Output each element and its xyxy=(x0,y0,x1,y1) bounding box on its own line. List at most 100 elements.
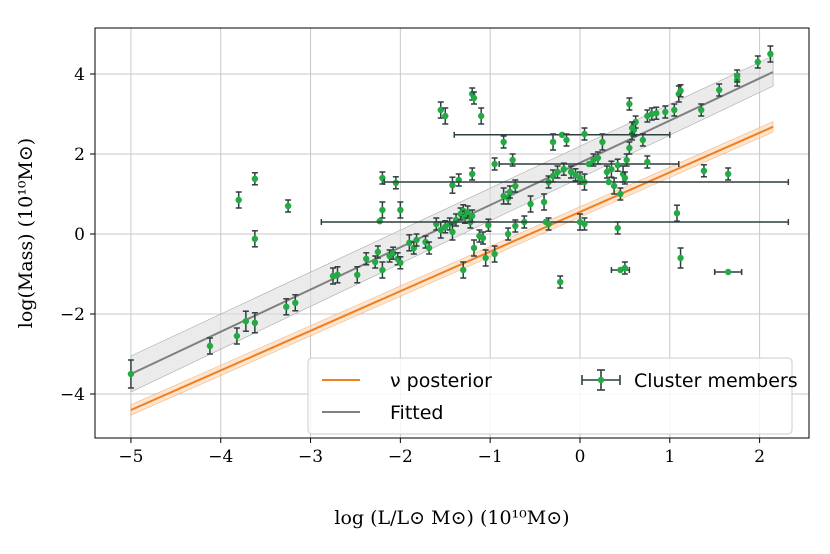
point-marker xyxy=(610,182,618,190)
data-point xyxy=(235,191,242,209)
data-point xyxy=(626,97,633,111)
data-point xyxy=(549,133,557,151)
data-point xyxy=(251,312,259,334)
point-marker xyxy=(376,218,383,225)
point-marker xyxy=(614,162,621,169)
data-point xyxy=(233,327,241,345)
data-point xyxy=(363,252,370,266)
point-marker xyxy=(560,166,568,173)
x-ticks: −5 −4 −3 −2 −1 0 1 2 xyxy=(118,438,765,467)
point-marker xyxy=(557,278,564,286)
point-marker xyxy=(469,212,476,220)
data-point xyxy=(713,268,743,276)
data-point xyxy=(540,193,548,211)
data-point xyxy=(500,135,507,149)
data-point xyxy=(506,185,514,199)
point-marker xyxy=(485,222,492,229)
data-point xyxy=(284,199,292,213)
point-marker xyxy=(251,235,259,242)
point-marker xyxy=(437,226,444,234)
data-point xyxy=(379,201,386,219)
data-point xyxy=(283,298,290,316)
point-marker xyxy=(639,136,647,144)
point-marker xyxy=(392,179,400,186)
x-axis-label: log (L/L⊙ M⊙) (10¹⁰M⊙) xyxy=(334,507,569,529)
data-point xyxy=(581,217,588,231)
legend-cluster-label: Cluster members xyxy=(634,370,798,392)
data-point xyxy=(653,106,660,120)
point-marker xyxy=(767,50,774,58)
point-marker xyxy=(397,206,404,214)
data-point xyxy=(733,69,741,83)
point-marker xyxy=(644,158,651,166)
data-point xyxy=(469,167,476,181)
data-point xyxy=(425,241,433,255)
point-marker xyxy=(425,244,433,252)
point-marker xyxy=(354,271,361,278)
point-marker xyxy=(554,168,561,176)
data-point xyxy=(554,165,561,179)
x-tick-label: −3 xyxy=(298,447,323,467)
point-marker xyxy=(127,370,135,378)
point-marker xyxy=(512,182,519,190)
point-marker xyxy=(576,174,584,182)
data-point xyxy=(470,239,478,257)
point-marker xyxy=(442,112,449,120)
legend-box xyxy=(307,357,793,435)
data-point xyxy=(599,133,606,151)
point-marker xyxy=(509,156,516,164)
data-point xyxy=(242,310,250,332)
point-marker xyxy=(623,156,630,164)
y-tick-label: 2 xyxy=(74,145,85,165)
point-marker xyxy=(251,175,259,182)
data-point xyxy=(608,160,615,178)
data-point xyxy=(406,234,413,252)
data-point xyxy=(479,231,487,245)
point-marker xyxy=(621,174,629,182)
x-tick-label: 0 xyxy=(575,447,586,467)
point-marker xyxy=(545,220,552,228)
data-point xyxy=(449,223,456,241)
point-marker xyxy=(470,94,478,102)
data-point xyxy=(397,201,404,219)
point-marker xyxy=(653,110,660,117)
point-marker xyxy=(698,106,705,114)
data-point xyxy=(621,171,629,185)
point-marker xyxy=(491,250,498,258)
data-point xyxy=(477,107,485,125)
data-point xyxy=(482,249,489,267)
point-marker xyxy=(662,108,669,116)
data-point xyxy=(557,275,564,289)
data-point xyxy=(509,153,516,167)
point-marker xyxy=(563,136,570,144)
point-marker xyxy=(527,200,534,208)
point-marker xyxy=(632,118,639,126)
data-point xyxy=(386,249,393,263)
data-point xyxy=(437,101,444,119)
point-marker xyxy=(389,250,397,257)
point-marker xyxy=(506,188,514,196)
data-point xyxy=(560,162,568,176)
point-marker xyxy=(715,86,723,94)
point-marker xyxy=(449,228,456,236)
data-point xyxy=(767,45,774,63)
data-point xyxy=(677,84,684,98)
point-marker xyxy=(374,248,382,256)
point-marker xyxy=(558,131,566,138)
point-marker xyxy=(628,124,636,132)
data-point xyxy=(545,217,552,231)
y-tick-label: −4 xyxy=(60,385,85,405)
x-tick-label: −2 xyxy=(388,447,413,467)
data-point xyxy=(572,168,579,182)
data-point xyxy=(698,103,705,117)
point-marker xyxy=(733,72,741,80)
posterior-line xyxy=(130,125,774,411)
data-point xyxy=(397,256,404,270)
point-marker xyxy=(235,196,242,204)
data-point xyxy=(354,266,361,284)
point-marker xyxy=(449,182,456,189)
point-marker xyxy=(406,239,413,246)
point-marker xyxy=(677,254,684,262)
data-point xyxy=(127,359,135,389)
data-point xyxy=(754,55,762,69)
